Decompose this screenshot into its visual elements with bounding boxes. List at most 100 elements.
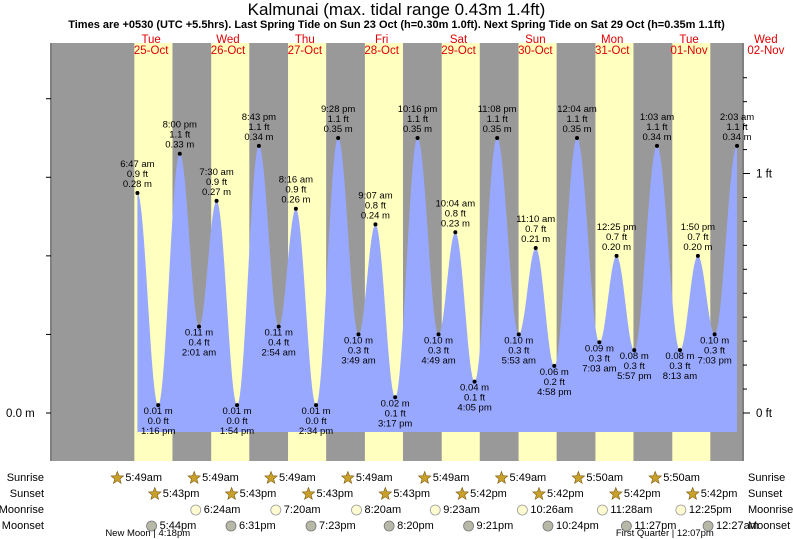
tide-label: 0.10 m <box>424 335 453 346</box>
moonset-icon <box>702 520 714 532</box>
day-name: Sun <box>525 34 545 46</box>
tide-label: 0.3 ft <box>669 361 690 372</box>
tide-label: 0.9 ft <box>127 169 148 180</box>
tide-label: 4:05 pm <box>457 403 491 414</box>
tide-label: 5:57 pm <box>617 371 651 382</box>
moonrise-time: 7:20am <box>284 504 321 516</box>
moonset-icon <box>463 520 474 532</box>
tide-label: 1:54 pm <box>220 426 254 437</box>
tide-label: 0.08 m <box>665 351 694 362</box>
tide-label: 0.7 ft <box>687 232 708 243</box>
tide-label: 0.08 m <box>620 351 649 362</box>
legend-row-label: Moonset <box>748 520 790 532</box>
moonset-time: 5:44pm <box>160 520 197 532</box>
tide-label: 0.7 ft <box>525 224 546 235</box>
sun-icon <box>648 470 663 484</box>
moonset-time: 10:24pm <box>556 520 599 532</box>
tide-label: 0.26 m <box>281 195 310 206</box>
tide-label: 1:16 pm <box>141 426 175 437</box>
tide-label: 11:08 pm <box>478 104 517 115</box>
tide-label: 0.8 ft <box>445 208 466 219</box>
tide-label: 0.0 ft <box>305 416 326 427</box>
sun-icon <box>224 486 239 500</box>
tide-point <box>632 348 637 353</box>
sunrise-time: 5:49am <box>202 472 239 484</box>
sun-icon <box>147 486 162 500</box>
tide-label: 2:03 am <box>720 112 754 123</box>
tide-label: 1.1 ft <box>169 130 190 141</box>
tide-label: 0.33 m <box>165 140 194 151</box>
tide-label: 4:58 pm <box>537 387 571 398</box>
tide-label: 7:03 pm <box>697 355 731 366</box>
tide-point <box>654 143 659 148</box>
day-labels: Tue25-OctWed26-OctThu27-OctFri28-OctSat2… <box>134 34 785 57</box>
tide-label: 0.24 m <box>361 210 390 221</box>
moonset-icon <box>305 520 317 532</box>
moonrise-icon <box>429 504 441 516</box>
tide-label: 1.1 ft <box>566 114 587 125</box>
tide-label: 0.9 ft <box>285 185 306 196</box>
tide-label: 0.4 ft <box>188 338 209 349</box>
tide-label: 0.8 ft <box>365 200 386 211</box>
moonset-time: 7:23pm <box>319 520 356 532</box>
sunset-time: 5:42pm <box>547 488 584 500</box>
tide-point <box>516 332 521 337</box>
day-date: 28-Oct <box>364 45 399 57</box>
chart-subtitle: Times are +0530 (UTC +5.5hrs). Last Spri… <box>68 19 725 31</box>
tide-label: 0.35 m <box>483 124 512 135</box>
tide-label: 10:16 pm <box>398 104 438 115</box>
tide-label: 7:30 am <box>199 167 233 178</box>
moonset-time: 12:27am <box>716 520 759 532</box>
tide-point <box>614 253 619 258</box>
tide-label: 0.10 m <box>504 335 533 346</box>
moonset-icon <box>383 520 395 532</box>
tide-label: 0.28 m <box>123 179 152 190</box>
tide-label: 1.1 ft <box>646 122 667 133</box>
tide-label: 0.20 m <box>683 242 712 253</box>
tide-label: 0.10 m <box>344 335 373 346</box>
tide-label: 3:49 am <box>341 355 375 366</box>
sun-icon <box>494 470 509 484</box>
tide-point <box>214 198 219 203</box>
moonrise-time: 11:28am <box>610 504 652 516</box>
tide-point <box>276 324 281 329</box>
sun-icon <box>187 470 202 484</box>
sun-icon <box>264 470 278 484</box>
day-name: Mon <box>601 34 623 46</box>
sun-icon <box>110 470 125 484</box>
tide-point <box>495 136 500 140</box>
tide-label: 0.0 ft <box>227 416 248 427</box>
sunset-time: 5:42pm <box>624 488 661 500</box>
tide-label: 2:01 am <box>182 348 216 359</box>
tide-label: 0.21 m <box>521 234 550 245</box>
tide-label: 0.3 ft <box>348 345 369 356</box>
moonrise-time: 9:23am <box>443 504 480 516</box>
right-tick-label: 1 ft <box>756 169 773 181</box>
legend-row-label: Moonrise <box>748 504 793 516</box>
sun-icon <box>455 486 470 500</box>
tide-label: 0.2 ft <box>544 377 565 388</box>
day-name: Tue <box>141 34 160 46</box>
tide-point <box>293 206 298 211</box>
sunrise-time: 5:49am <box>510 472 547 484</box>
sunset-time: 5:43pm <box>316 488 353 500</box>
tide-point <box>575 136 580 140</box>
day-date: 01-Nov <box>671 45 708 57</box>
day-name: Sat <box>450 34 468 46</box>
sun-icon <box>685 486 700 500</box>
tide-point <box>135 191 140 195</box>
tide-label: 0.3 ft <box>508 345 529 356</box>
moonset-time: 8:20pm <box>397 520 434 532</box>
tide-label: 0.06 m <box>540 367 569 378</box>
moonrise-icon <box>351 504 362 516</box>
tide-label: 0.20 m <box>602 242 631 253</box>
tide-point <box>552 363 557 368</box>
tide-point <box>356 332 361 337</box>
tide-area <box>137 138 737 432</box>
tide-label: 0.23 m <box>441 218 470 229</box>
tide-label: 0.10 m <box>700 335 729 346</box>
tide-label: 11:10 am <box>516 214 555 225</box>
sunset-time: 5:42pm <box>701 488 738 500</box>
tide-point <box>533 246 538 250</box>
